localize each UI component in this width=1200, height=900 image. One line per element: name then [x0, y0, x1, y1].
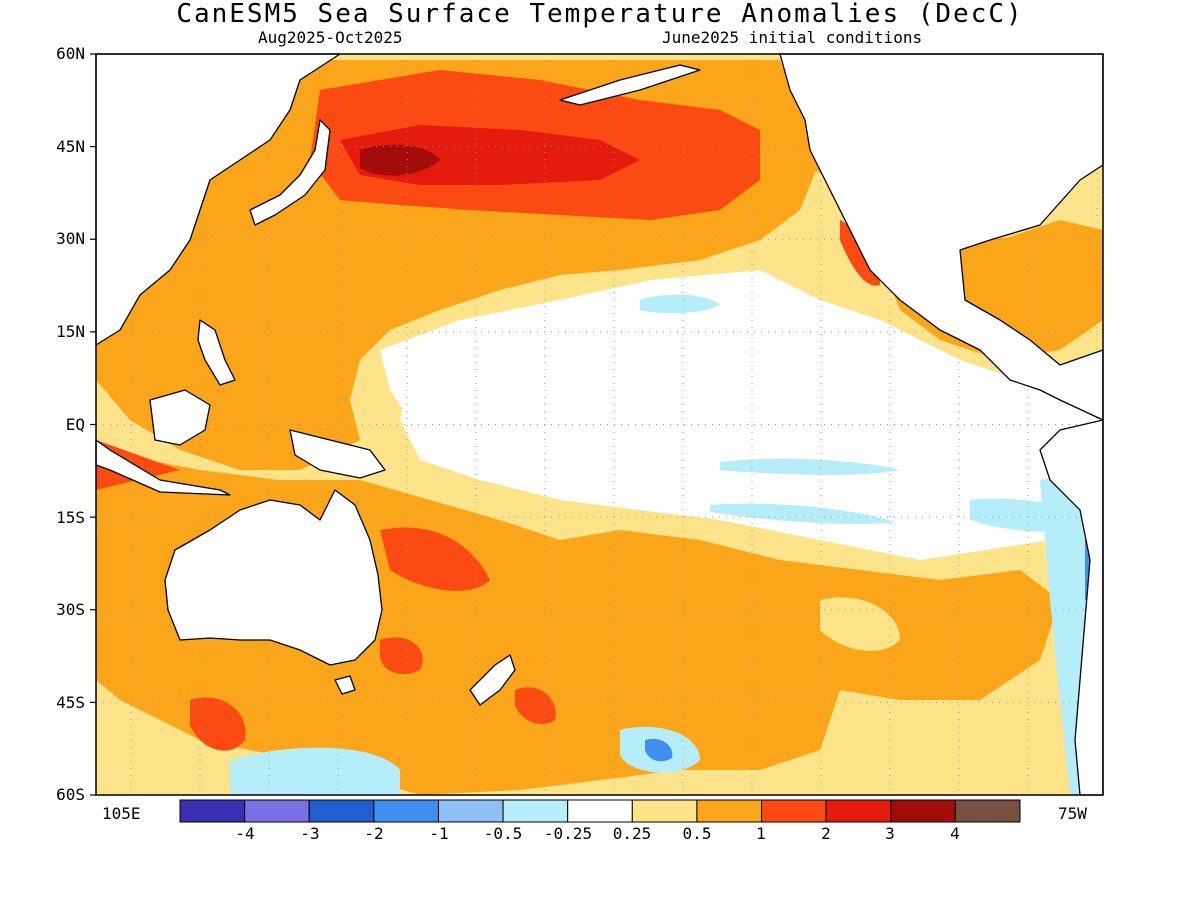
colorbar-swatch: [631, 799, 698, 823]
lat-label: 45S: [56, 693, 85, 712]
region-east-pacific-cool-2: [710, 503, 895, 525]
colorbar-label: -2: [364, 824, 384, 843]
lat-label: 30N: [56, 229, 85, 248]
land-new-guinea: [289, 429, 386, 479]
region-coral-sea-warm: [380, 527, 490, 591]
land-australia: [164, 489, 383, 666]
lat-label: EQ: [65, 415, 85, 434]
colorbar-label: -4: [235, 824, 255, 843]
colorbar-swatch: [502, 799, 569, 823]
lat-label: 15S: [56, 508, 85, 527]
colorbar-label: -0.5: [483, 824, 523, 843]
lat-label: 45N: [56, 137, 85, 156]
land-japan: [249, 119, 331, 226]
colorbar-swatch: [373, 799, 439, 823]
land-sumatra-java: [95, 439, 231, 496]
map-title: CanESM5 Sea Surface Temperature Anomalie…: [176, 0, 1024, 29]
colorbar-label: 0.5: [682, 824, 712, 843]
region-kuroshio-hot: [360, 144, 440, 176]
region-southern-ocean-cool-blue: [645, 738, 673, 762]
region-tasman-warm: [380, 637, 423, 675]
land-alaska-chain: [559, 64, 701, 106]
colorbar-swatch: [890, 799, 956, 823]
region-southern-ocean-cool: [230, 747, 400, 795]
colorbar-swatch: [696, 799, 763, 823]
region-south-pacific-moderate: [820, 597, 900, 651]
lat-label: 15N: [56, 322, 85, 341]
land-borneo: [149, 389, 211, 446]
colorbar-swatch: [567, 799, 633, 823]
lat-label: 30S: [56, 600, 85, 619]
colorbar-swatch: [308, 799, 375, 823]
colorbar-label: 4: [950, 824, 960, 843]
colorbar-label: 1: [756, 824, 766, 843]
colorbar-label: 3: [885, 824, 895, 843]
lat-label: 60N: [56, 44, 85, 63]
land-tasmania: [334, 675, 356, 695]
initial-conditions-subtitle: June2025 initial conditions: [662, 28, 923, 47]
colorbar-swatch: [179, 799, 246, 823]
colorbar-swatch: [954, 799, 1021, 823]
region-south-pacific-red: [515, 687, 556, 725]
colorbar-label: -1: [429, 824, 449, 843]
axis-ticks: [90, 53, 96, 796]
region-maritime-continent: [96, 440, 180, 490]
colorbar-label: 2: [821, 824, 831, 843]
land-new-zealand: [469, 654, 516, 706]
land-philippines: [197, 319, 236, 386]
lat-label: 60S: [56, 785, 85, 804]
land-masses: [95, 53, 1104, 796]
lon-label-east: 75W: [1058, 804, 1087, 823]
colorbar-swatch: [244, 799, 310, 823]
colorbar: [179, 799, 1021, 823]
period-subtitle: Aug2025-Oct2025: [258, 28, 403, 47]
colorbar-swatch: [761, 799, 827, 823]
region-gulf-of-mexico-warm: [960, 235, 1100, 320]
region-south-indian-warm: [190, 697, 246, 751]
colorbar-label: -3: [300, 824, 320, 843]
lon-label-west: 105E: [102, 804, 141, 823]
colorbar-label: 0.25: [612, 824, 652, 843]
region-central-pacific-neutral: [380, 290, 1090, 540]
region-east-pacific-cool: [720, 458, 900, 475]
land-north-america: [779, 53, 1104, 421]
colorbar-swatch: [437, 799, 504, 823]
land-asia: [95, 53, 341, 346]
region-north-pacific-cool: [640, 294, 720, 314]
colorbar-swatch: [825, 799, 892, 823]
colorbar-label: -0.25: [543, 824, 593, 843]
